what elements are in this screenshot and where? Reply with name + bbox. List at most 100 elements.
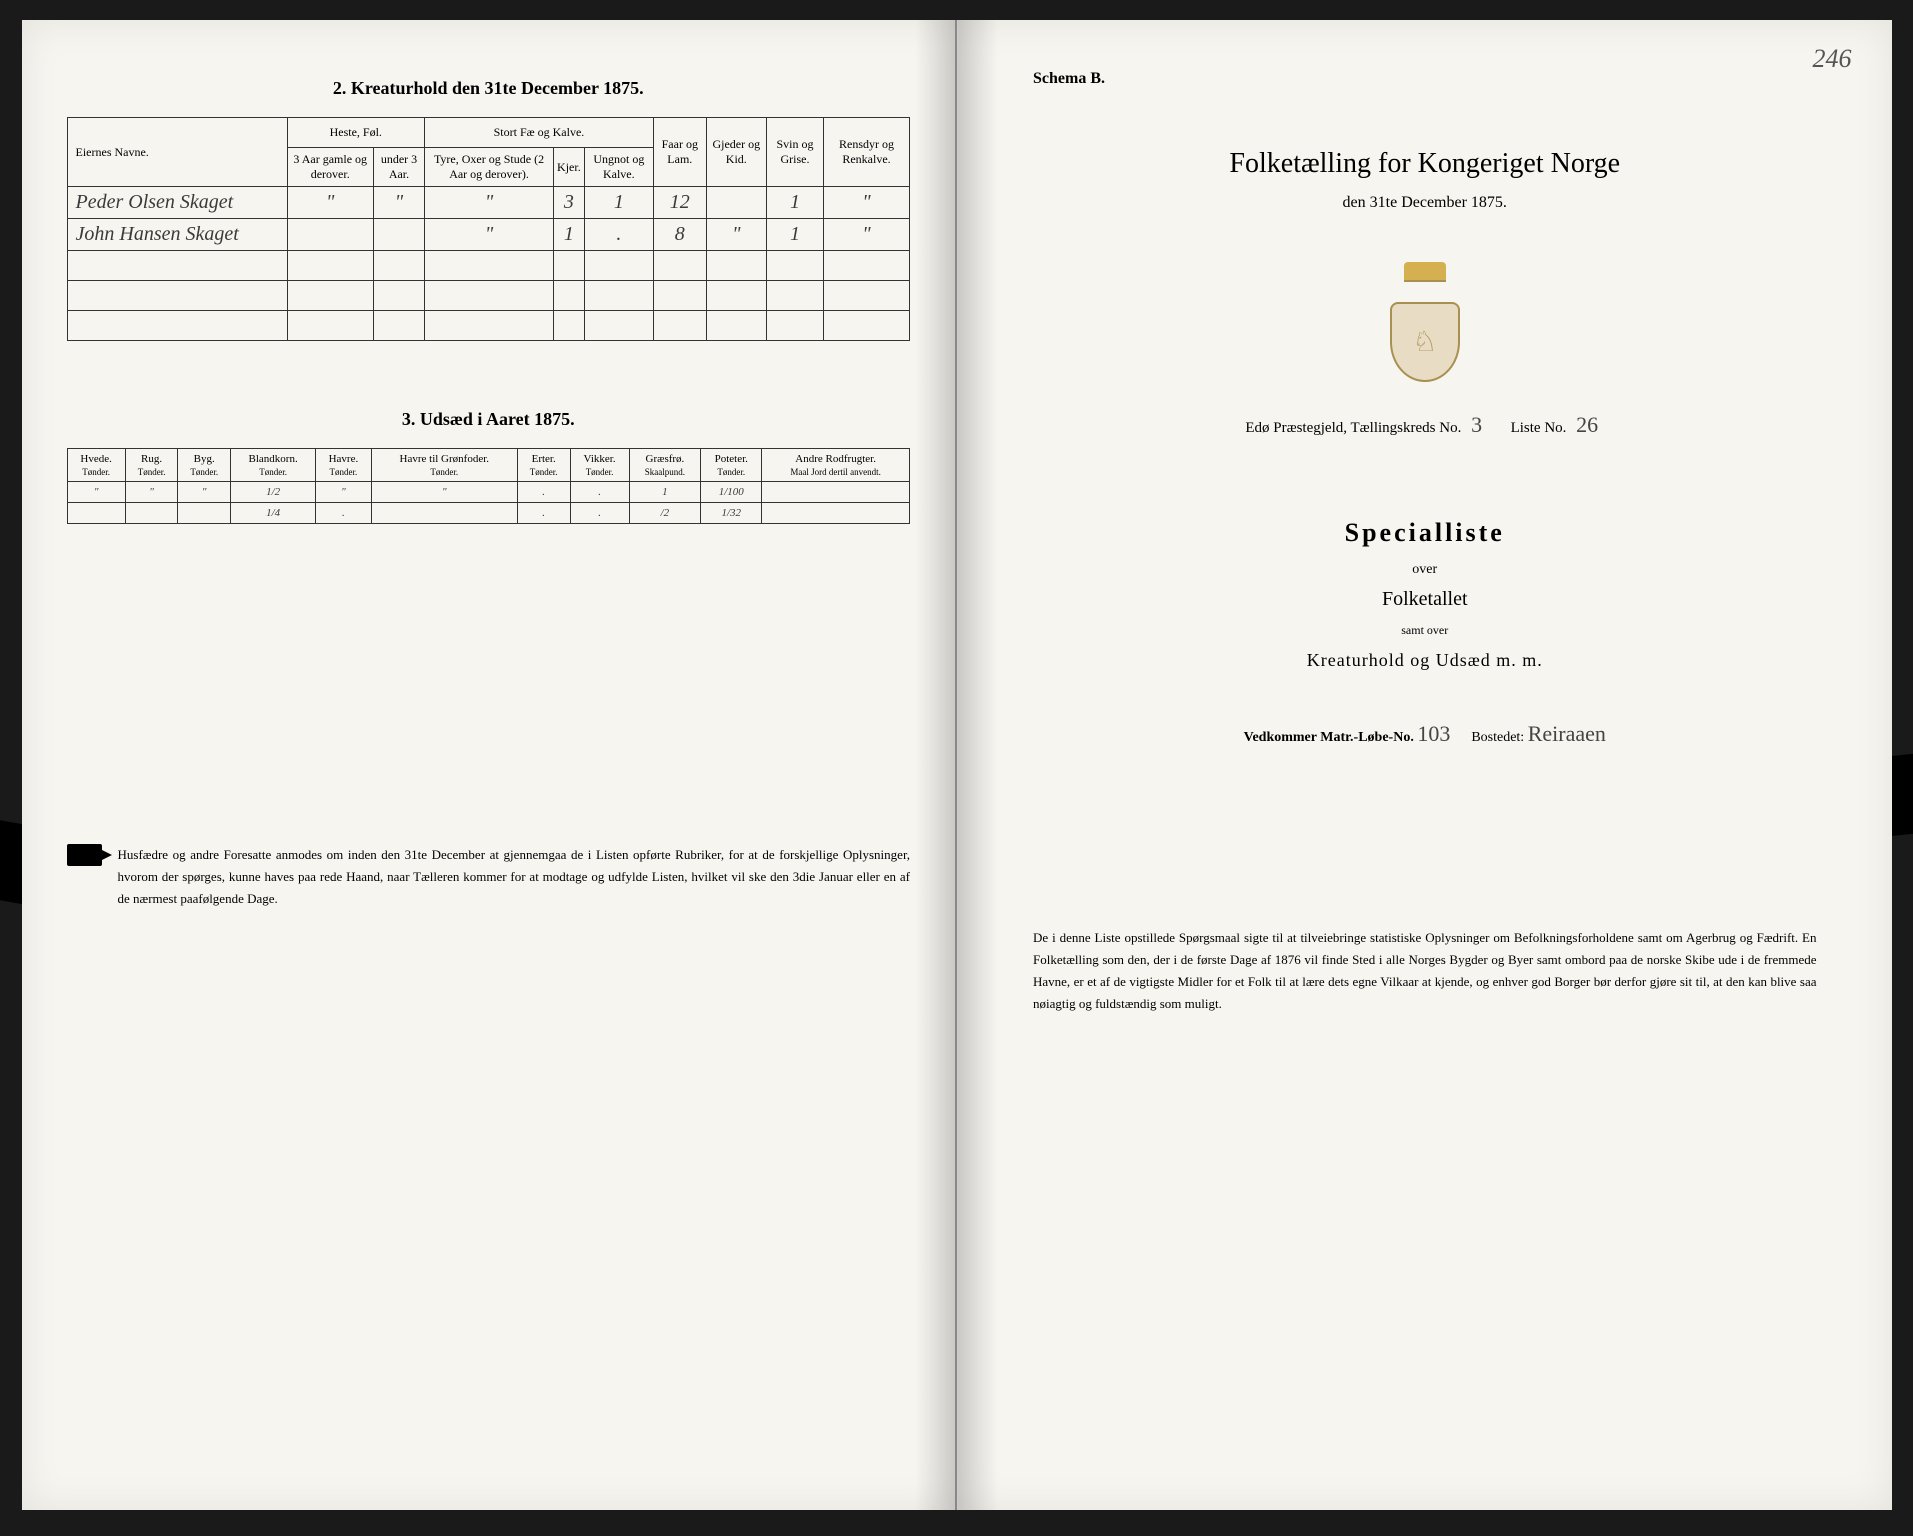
matr-label: Vedkommer Matr.-Løbe-No.: [1244, 730, 1414, 745]
liste-no: 26: [1576, 412, 1598, 437]
col-cows: Kjer.: [554, 148, 585, 187]
table-row: Peder Olsen Skaget " " " 3 1 12 1 ": [67, 187, 910, 219]
col-grass: Græsfrø.Skaalpund.: [629, 449, 701, 482]
section-2-heading: 2. Kreaturhold den 31te December 1875.: [67, 78, 911, 99]
cell: 1: [766, 219, 823, 251]
cell: ": [425, 187, 554, 219]
cell: 3: [554, 187, 585, 219]
main-title: Folketælling for Kongeriget Norge: [1003, 148, 1847, 180]
right-note: De i denne Liste opstillede Spørgsmaal s…: [1003, 927, 1847, 1015]
cell: [287, 219, 373, 251]
cell: 1: [629, 482, 701, 503]
seed-table: Hvede.Tønder. Rug.Tønder. Byg.Tønder. Bl…: [67, 448, 911, 524]
spine-shadow: [958, 20, 998, 1510]
matr-line: Vedkommer Matr.-Løbe-No. 103 Bostedet: R…: [1003, 721, 1847, 747]
col-barley: Byg.Tønder.: [178, 449, 231, 482]
table-row: [67, 281, 910, 311]
cell: .: [570, 503, 629, 524]
coat-of-arms-icon: ♘: [1380, 262, 1470, 372]
table-row: 1/4 . . . /2 1/32: [67, 503, 910, 524]
cell: ": [178, 482, 231, 503]
cell: ": [425, 219, 554, 251]
col-owner-name: Eiernes Navne.: [67, 118, 287, 187]
cell: [373, 219, 424, 251]
cell: [762, 503, 910, 524]
cell: .: [570, 482, 629, 503]
cell: ": [125, 482, 178, 503]
col-calves: Ungnot og Kalve.: [584, 148, 653, 187]
section-3-heading: 3. Udsæd i Aaret 1875.: [67, 409, 911, 430]
col-rye: Rug.Tønder.: [125, 449, 178, 482]
right-page: 246 Schema B. Folketælling for Kongerige…: [957, 20, 1892, 1510]
parish-label: Edø Præstegjeld, Tællingskreds No.: [1245, 420, 1461, 436]
spine-shadow: [915, 20, 955, 1510]
kreaturhold-label: Kreaturhold og Udsæd m. m.: [1003, 650, 1847, 671]
page-number: 246: [1813, 44, 1852, 74]
matr-no: 103: [1417, 721, 1450, 746]
cell: [125, 503, 178, 524]
col-oats: Havre.Tønder.: [316, 449, 371, 482]
col-horse-3y: 3 Aar gamle og derover.: [287, 148, 373, 187]
footnote-block: Husfædre og andre Foresatte anmodes om i…: [67, 844, 911, 910]
liste-label: Liste No.: [1511, 420, 1567, 436]
cell: 1/32: [701, 503, 762, 524]
cell: ": [824, 219, 910, 251]
grp-cattle: Stort Fæ og Kalve.: [425, 118, 654, 148]
col-greenoats: Havre til Grønfoder.Tønder.: [371, 449, 517, 482]
cell: [371, 503, 517, 524]
cell: .: [517, 482, 570, 503]
subtitle: den 31te December 1875.: [1003, 194, 1847, 212]
bosted-value: Reiraaen: [1528, 721, 1606, 746]
parish-no: 3: [1471, 412, 1482, 437]
footnote-text: Husfædre og andre Foresatte anmodes om i…: [118, 844, 911, 910]
col-reindeer: Rensdyr og Renkalve.: [824, 118, 910, 187]
col-wheat: Hvede.Tønder.: [67, 449, 125, 482]
col-roots: Andre Rodfrugter.Maal Jord dertil anvend…: [762, 449, 910, 482]
cell: ": [824, 187, 910, 219]
cell: [706, 187, 766, 219]
col-sheep: Faar og Lam.: [653, 118, 706, 187]
book-spread: 2. Kreaturhold den 31te December 1875. E…: [22, 20, 1892, 1510]
owner-name: John Hansen Skaget: [67, 219, 287, 251]
grp-horses: Heste, Føl.: [287, 118, 425, 148]
bosted-label: Bostedet:: [1471, 730, 1524, 745]
col-vetch: Vikker.Tønder.: [570, 449, 629, 482]
cell: 1: [554, 219, 585, 251]
cell: ": [371, 482, 517, 503]
table-row: [67, 251, 910, 281]
cell: ": [67, 482, 125, 503]
schema-label: Schema B.: [1033, 70, 1847, 88]
cell: 1: [584, 187, 653, 219]
col-mixed: Blandkorn.Tønder.: [231, 449, 316, 482]
table-row: " " " 1/2 " " . . 1 1/100: [67, 482, 910, 503]
cell: [178, 503, 231, 524]
pointing-hand-icon: [67, 844, 102, 866]
left-page: 2. Kreaturhold den 31te December 1875. E…: [22, 20, 958, 1510]
cell: ": [287, 187, 373, 219]
table-row: [67, 311, 910, 341]
cell: ": [373, 187, 424, 219]
cell: 12: [653, 187, 706, 219]
cell: .: [517, 503, 570, 524]
cell: 1: [766, 187, 823, 219]
col-bulls: Tyre, Oxer og Stude (2 Aar og derover).: [425, 148, 554, 187]
cell: 1/100: [701, 482, 762, 503]
cell: [67, 503, 125, 524]
col-horse-u3: under 3 Aar.: [373, 148, 424, 187]
cell: 8: [653, 219, 706, 251]
table-row: John Hansen Skaget " 1 . 8 " 1 ": [67, 219, 910, 251]
cell: 1/2: [231, 482, 316, 503]
cell: 1/4: [231, 503, 316, 524]
cell: [762, 482, 910, 503]
col-potato: Poteter.Tønder.: [701, 449, 762, 482]
col-goats: Gjeder og Kid.: [706, 118, 766, 187]
specialliste-heading: Specialliste: [1003, 518, 1847, 548]
cell: .: [584, 219, 653, 251]
folketallet-label: Folketallet: [1003, 588, 1847, 611]
col-peas: Erter.Tønder.: [517, 449, 570, 482]
col-pigs: Svin og Grise.: [766, 118, 823, 187]
over-label: over: [1003, 562, 1847, 578]
cell: .: [316, 503, 371, 524]
livestock-table: Eiernes Navne. Heste, Føl. Stort Fæ og K…: [67, 117, 911, 341]
owner-name: Peder Olsen Skaget: [67, 187, 287, 219]
